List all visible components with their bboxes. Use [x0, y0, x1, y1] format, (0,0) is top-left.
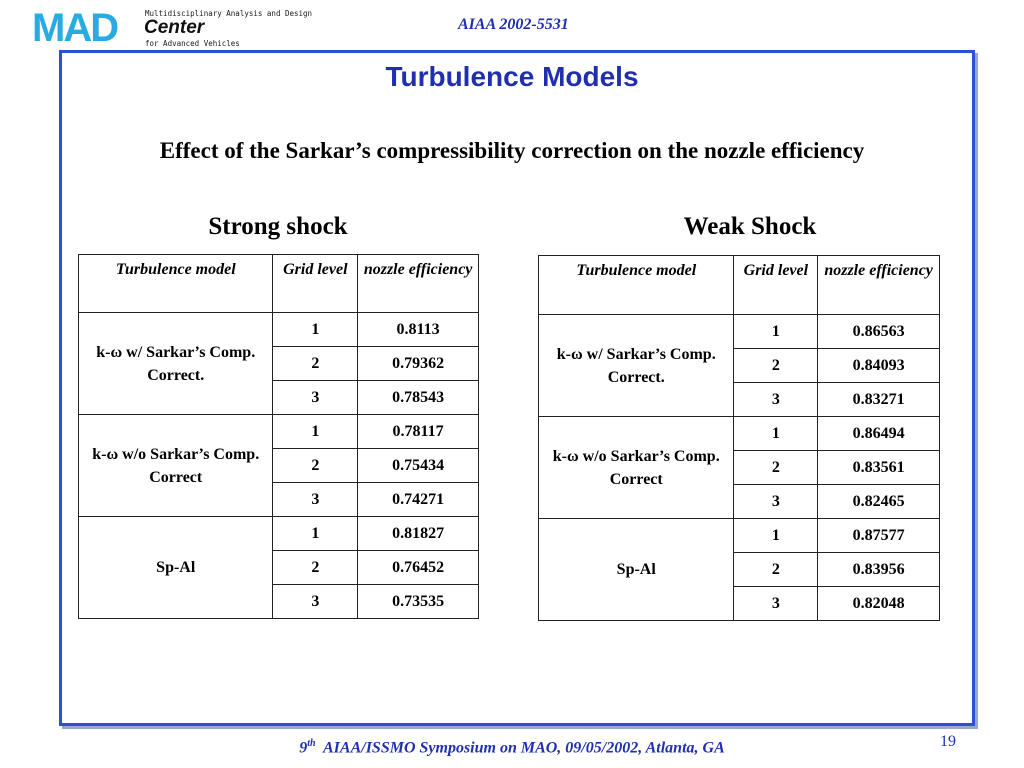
page-number: 19: [940, 733, 956, 750]
grid-cell: 1: [272, 516, 359, 551]
model-cell: k-ω w/o Sarkar’s Comp. Correct: [77, 414, 274, 517]
table-row: k-ω w/ Sarkar’s Comp. Correct. 1 0.8113: [77, 312, 479, 415]
table-row: 2 0.75434: [79, 448, 479, 483]
model-cell: Sp-Al: [77, 516, 274, 619]
model-cell: k-ω w/o Sarkar’s Comp. Correct: [537, 416, 735, 519]
grid-cell: 3: [733, 586, 819, 621]
efficiency-cell: 0.74271: [357, 482, 479, 517]
grid-cell: 3: [272, 584, 359, 619]
grid-cell: 2: [733, 552, 819, 587]
slide-title: Turbulence Models: [385, 61, 639, 92]
slide-subtitle: Effect of the Sarkar’s compressibility c…: [159, 138, 865, 163]
model-cell: k-ω w/ Sarkar’s Comp. Correct.: [537, 314, 735, 417]
weak-shock-title: Weak Shock: [683, 213, 817, 240]
header-grid-level: Grid level: [733, 255, 819, 315]
efficiency-cell: 0.83956: [817, 552, 940, 587]
header-nozzle-efficiency: nozzle efficiency: [357, 254, 479, 313]
table-row: k-ω w/o Sarkar’s Comp. Correct 1 0.78117: [77, 414, 479, 517]
footer-ordinal-suffix: th: [307, 738, 316, 749]
efficiency-cell: 0.82048: [817, 586, 940, 621]
grid-cell: 3: [733, 484, 819, 519]
efficiency-cell: 0.86494: [817, 416, 940, 451]
efficiency-cell: 0.87577: [817, 518, 940, 553]
logo-tagline-1: Multidisciplinary Analysis and Design: [145, 9, 313, 18]
efficiency-cell: 0.8113: [357, 312, 479, 347]
mad-center-logo: MAD Multidisciplinary Analysis and Desig…: [32, 6, 312, 50]
slide-frame: [59, 50, 975, 726]
grid-cell: 3: [272, 380, 359, 415]
table-row: 3 0.78543: [79, 380, 479, 415]
efficiency-cell: 0.84093: [817, 348, 940, 383]
efficiency-cell: 0.75434: [357, 448, 479, 483]
logo-mad-text: MAD: [32, 6, 119, 50]
grid-cell: 2: [733, 450, 819, 485]
grid-cell: 2: [733, 348, 819, 383]
footer-ordinal: 9: [299, 739, 308, 757]
table-row: k-ω w/o Sarkar’s Comp. Correct 1 0.86494: [537, 416, 940, 519]
grid-cell: 1: [733, 314, 819, 349]
efficiency-cell: 0.73535: [357, 584, 479, 619]
grid-cell: 2: [272, 448, 359, 483]
grid-cell: 2: [272, 550, 359, 585]
table-header-row: Turbulence model Grid level nozzle effic…: [77, 254, 479, 313]
efficiency-cell: 0.78543: [357, 380, 479, 415]
logo-center-text: Center: [144, 17, 205, 38]
table-row: 2 0.76452: [79, 550, 479, 585]
footer-conference: 9th AIAA/ISSMO Symposium on MAO, 09/05/2…: [0, 738, 1024, 757]
header-grid-level: Grid level: [272, 254, 359, 313]
footer-text: AIAA/ISSMO Symposium on MAO, 09/05/2002,…: [323, 739, 725, 757]
efficiency-cell: 0.86563: [817, 314, 940, 349]
model-cell: Sp-Al: [537, 518, 735, 621]
table-row: 2 0.79362: [79, 346, 479, 381]
table-row: k-ω w/ Sarkar’s Comp. Correct. 1 0.86563: [537, 314, 940, 417]
weak-shock-table: Turbulence model Grid level nozzle effic…: [537, 255, 940, 621]
grid-cell: 3: [272, 482, 359, 517]
efficiency-cell: 0.78117: [357, 414, 479, 449]
table-row: 2 0.83956: [539, 552, 940, 587]
grid-cell: 1: [272, 312, 359, 347]
table-row: 3 0.83271: [539, 382, 940, 417]
table-row: 2 0.84093: [539, 348, 940, 383]
model-cell: k-ω w/ Sarkar’s Comp. Correct.: [77, 312, 274, 415]
paper-id: AIAA 2002-5531: [458, 16, 569, 33]
efficiency-cell: 0.82465: [817, 484, 940, 519]
table-row: 3 0.73535: [79, 584, 479, 619]
strong-shock-table: Turbulence model Grid level nozzle effic…: [77, 254, 479, 619]
efficiency-cell: 0.83561: [817, 450, 940, 485]
table-row: Sp-Al 1 0.81827: [77, 516, 479, 619]
table-row: Sp-Al 1 0.87577: [537, 518, 940, 621]
grid-cell: 1: [733, 416, 819, 451]
logo-tagline-2: for Advanced Vehicles: [145, 39, 240, 48]
header-nozzle-efficiency: nozzle efficiency: [817, 255, 940, 315]
table-row: 3 0.82048: [539, 586, 940, 621]
grid-cell: 3: [733, 382, 819, 417]
efficiency-cell: 0.83271: [817, 382, 940, 417]
grid-cell: 2: [272, 346, 359, 381]
grid-cell: 1: [272, 414, 359, 449]
table-row: 2 0.83561: [539, 450, 940, 485]
strong-shock-title: Strong shock: [208, 213, 348, 240]
table-header-row: Turbulence model Grid level nozzle effic…: [537, 255, 940, 315]
efficiency-cell: 0.79362: [357, 346, 479, 381]
efficiency-cell: 0.81827: [357, 516, 479, 551]
header-turbulence-model: Turbulence model: [537, 255, 735, 315]
header-turbulence-model: Turbulence model: [77, 254, 274, 313]
efficiency-cell: 0.76452: [357, 550, 479, 585]
grid-cell: 1: [733, 518, 819, 553]
table-row: 3 0.74271: [79, 482, 479, 517]
